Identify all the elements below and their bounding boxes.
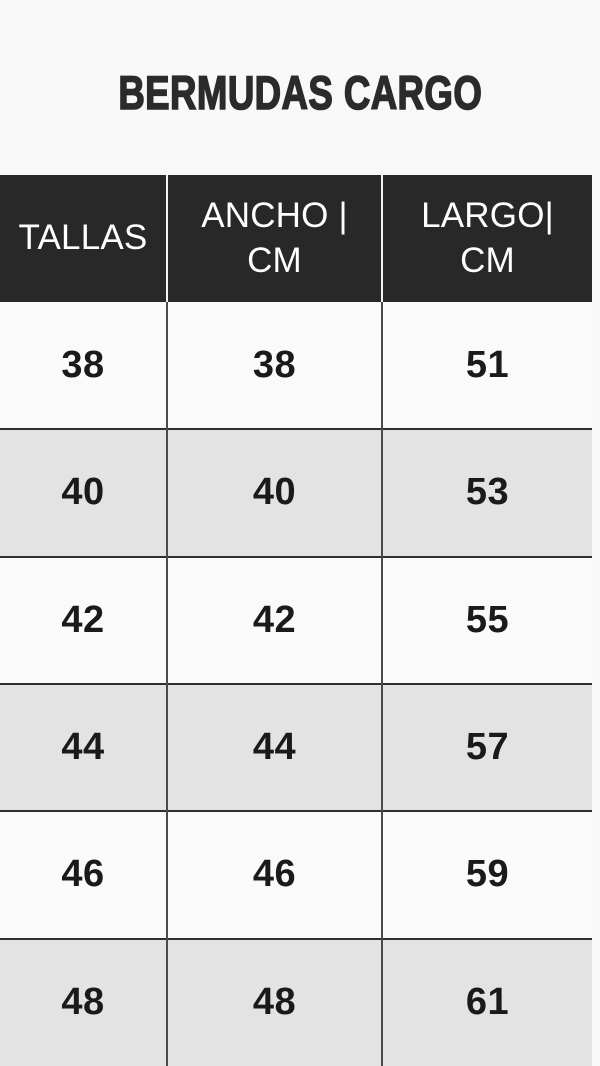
table-row: 46 46 59 <box>0 810 592 939</box>
table-row: 44 44 57 <box>0 682 592 812</box>
cell-largo: 53 <box>382 428 592 557</box>
table-row: 48 48 61 <box>0 937 592 1066</box>
table-body: 38 38 51 40 40 53 42 42 55 44 44 57 46 4 <box>0 302 592 1066</box>
cell-ancho: 40 <box>167 428 383 557</box>
column-header-tallas-label: TALLAS <box>18 218 148 258</box>
title-area: BERMUDAS CARGO <box>0 0 600 175</box>
column-header-largo: LARGO| CM <box>382 175 592 302</box>
table-row: 40 40 53 <box>0 428 592 557</box>
cell-ancho: 44 <box>167 682 383 812</box>
cell-ancho: 46 <box>167 810 383 939</box>
cell-ancho: 38 <box>167 302 383 430</box>
cell-ancho: 48 <box>167 937 383 1066</box>
cell-talla: 38 <box>0 302 168 430</box>
header-row: TALLAS ANCHO | CM LARGO| CM <box>0 175 592 302</box>
column-header-largo-label: LARGO| CM <box>421 195 554 280</box>
size-chart-table: TALLAS ANCHO | CM LARGO| CM 38 38 51 40 … <box>0 175 592 1066</box>
page-title: BERMUDAS CARGO <box>117 66 482 119</box>
cell-largo: 57 <box>382 682 592 812</box>
cell-largo: 61 <box>382 937 592 1066</box>
cell-ancho: 42 <box>167 555 383 684</box>
table-row: 42 42 55 <box>0 555 592 684</box>
cell-talla: 40 <box>0 428 168 557</box>
column-header-tallas: TALLAS <box>0 175 168 302</box>
cell-largo: 51 <box>465 343 510 386</box>
cell-talla: 42 <box>0 555 168 684</box>
cell-largo: 59 <box>382 810 592 939</box>
table-header: TALLAS ANCHO | CM LARGO| CM <box>0 175 592 302</box>
cell-talla: 44 <box>0 682 168 812</box>
cell-talla: 46 <box>0 810 168 939</box>
table-row: 38 38 51 <box>0 302 592 430</box>
cell-talla: 48 <box>0 937 168 1066</box>
column-header-ancho: ANCHO | CM <box>167 175 383 302</box>
column-header-ancho-label: ANCHO | CM <box>201 195 348 280</box>
cell-largo: 55 <box>382 555 592 684</box>
